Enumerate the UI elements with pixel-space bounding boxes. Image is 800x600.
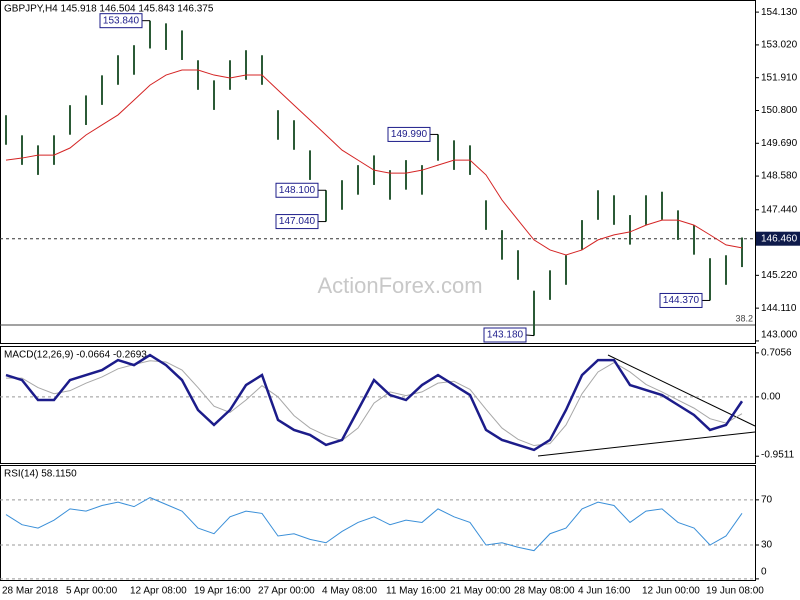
y-tick-label: 0.00: [761, 392, 781, 403]
rsi-title: RSI(14) 58.1150: [4, 469, 77, 480]
macd-line: [5, 353, 744, 452]
x-tick-label: 21 May 00:00: [450, 586, 511, 597]
y-tick-label: 144.110: [761, 303, 797, 314]
x-tick-label: 4 May 08:00: [322, 586, 377, 597]
signal-line: [6, 360, 743, 447]
y-tick-label: 30: [761, 540, 773, 551]
x-tick-label: 19 Apr 16:00: [194, 586, 251, 597]
x-tick-label: 12 Jun 00:00: [642, 586, 700, 597]
x-tick-label: 27 Apr 00:00: [258, 586, 315, 597]
moving-average: [5, 69, 743, 256]
rsi-line: [5, 497, 743, 552]
y-tick-label: 148.580: [761, 171, 798, 182]
y-tick-label: 0.7056: [761, 348, 792, 359]
last-price-label: 146.460: [761, 233, 798, 244]
y-tick-label: 0: [761, 567, 767, 578]
y-tick-label: 147.440: [761, 204, 798, 215]
last-price-box: [756, 231, 800, 246]
macd-title: MACD(12,26,9) -0.0664 -0.2693: [4, 350, 147, 361]
annotation-connector: [525, 334, 535, 337]
annotation-label: 148.100: [279, 185, 316, 196]
watermark: ActionForex.com: [317, 273, 482, 298]
level-label: 38.2: [735, 313, 753, 323]
x-tick-label: 28 May 08:00: [514, 586, 575, 597]
trendline: [537, 431, 756, 457]
x-tick-label: 5 Apr 00:00: [66, 586, 118, 597]
annotation-box: [387, 126, 431, 142]
x-tick-label: 12 Apr 08:00: [130, 586, 187, 597]
y-tick-label: 150.800: [761, 105, 798, 116]
annotation-label: 147.040: [279, 216, 316, 227]
rsi-panel: [0, 465, 756, 581]
price-panel: [0, 0, 756, 344]
y-tick-label: 153.020: [761, 40, 798, 51]
y-tick-label: 149.690: [761, 138, 798, 149]
y-tick-label: 143.000: [761, 330, 798, 341]
macd-panel: [0, 346, 756, 464]
annotation-box: [275, 214, 319, 230]
annotation-label: 153.840: [103, 15, 140, 26]
annotation-box: [275, 182, 319, 198]
y-tick-label: 154.130: [761, 7, 798, 18]
y-tick-label: 151.910: [761, 72, 798, 83]
annotation-box: [99, 13, 143, 29]
annotation-label: 143.180: [487, 330, 524, 341]
annotation-box: [483, 327, 527, 343]
trendline: [607, 354, 756, 427]
y-tick-label: -0.9511: [761, 450, 795, 461]
x-tick-label: 28 Mar 2018: [2, 586, 59, 597]
annotation-box: [659, 292, 703, 308]
x-tick-label: 4 Jun 16:00: [578, 586, 631, 597]
x-tick-label: 11 May 16:00: [386, 586, 446, 597]
price-title: GBPJPY,H4 145.918 146.504 145.843 146.37…: [4, 4, 214, 15]
y-tick-label: 70: [761, 495, 773, 506]
y-tick-label: 145.220: [761, 270, 798, 281]
x-tick-label: 19 Jun 08:00: [706, 586, 764, 597]
annotation-label: 149.990: [391, 129, 428, 140]
annotation-label: 144.370: [663, 295, 700, 306]
